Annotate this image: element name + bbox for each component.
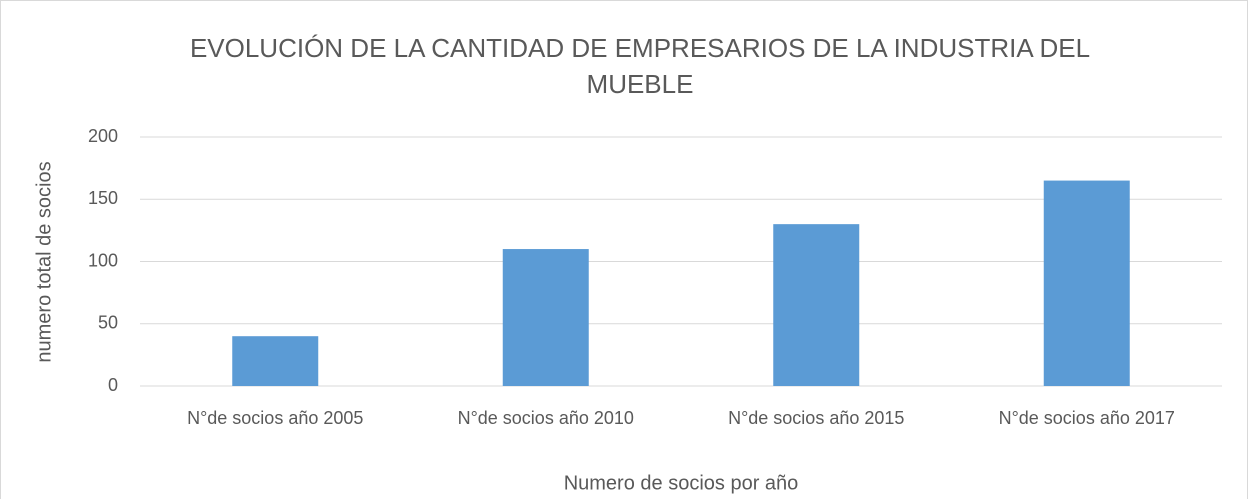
- y-axis-label: numero total de socios: [33, 161, 55, 362]
- x-tick-label: N°de socios año 2015: [728, 408, 904, 428]
- y-tick-label: 50: [98, 313, 118, 333]
- bar: [1043, 180, 1130, 386]
- y-tick-label: 100: [88, 250, 118, 270]
- x-tick-label: N°de socios año 2005: [187, 408, 363, 428]
- bar: [232, 336, 319, 386]
- y-tick-label: 200: [88, 126, 118, 146]
- bar: [502, 249, 589, 386]
- x-axis-label: Numero de socios por año: [564, 472, 799, 494]
- y-tick-label: 0: [108, 375, 118, 395]
- x-tick-label: N°de socios año 2017: [999, 408, 1175, 428]
- x-tick-label: N°de socios año 2010: [458, 408, 634, 428]
- chart-title: EVOLUCIÓN DE LA CANTIDAD DE EMPRESARIOS …: [189, 33, 1091, 99]
- bar: [773, 224, 860, 386]
- y-tick-label: 150: [88, 188, 118, 208]
